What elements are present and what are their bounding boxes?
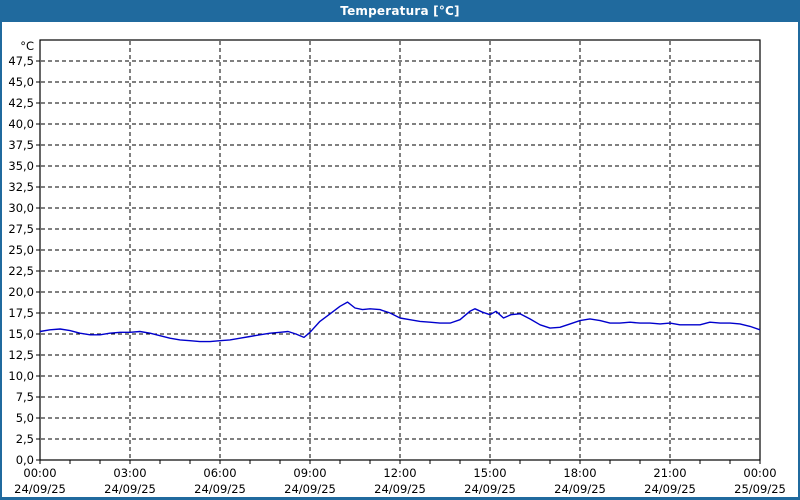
x-tick-time-label: 18:00 <box>563 466 596 480</box>
y-tick-label: 5,0 <box>16 411 34 425</box>
y-tick-label: 40,0 <box>8 117 34 131</box>
y-tick-label: 15,0 <box>8 327 34 341</box>
y-tick-label: 35,0 <box>8 159 34 173</box>
window-title-bar[interactable]: Temperatura [°C] <box>2 0 798 22</box>
x-tick-time-label: 21:00 <box>653 466 686 480</box>
y-tick-label: 32,5 <box>8 180 34 194</box>
x-tick-time-label: 12:00 <box>383 466 416 480</box>
window-title: Temperatura [°C] <box>340 4 460 18</box>
y-tick-label: 20,0 <box>8 285 34 299</box>
x-tick-time-label: 06:00 <box>203 466 236 480</box>
x-tick-date-label: 24/09/25 <box>194 482 246 496</box>
x-tick-date-label: 24/09/25 <box>644 482 696 496</box>
x-tick-time-label: 03:00 <box>113 466 146 480</box>
x-tick-time-label: 00:00 <box>743 466 776 480</box>
y-tick-label: 27,5 <box>8 222 34 236</box>
y-tick-label: 45,0 <box>8 75 34 89</box>
y-tick-label: 17,5 <box>8 306 34 320</box>
y-tick-label: 42,5 <box>8 96 34 110</box>
y-tick-label: 7,5 <box>16 390 34 404</box>
x-tick-date-label: 24/09/25 <box>554 482 606 496</box>
y-tick-label: 2,5 <box>16 432 34 446</box>
y-tick-label: 0,0 <box>16 453 34 467</box>
y-tick-label: 47,5 <box>8 54 34 68</box>
x-tick-time-label: 15:00 <box>473 466 506 480</box>
x-tick-date-label: 24/09/25 <box>464 482 516 496</box>
x-tick-date-label: 24/09/25 <box>14 482 66 496</box>
y-tick-label: 10,0 <box>8 369 34 383</box>
plot-border <box>39 39 761 461</box>
x-tick-date-label: 25/09/25 <box>734 482 786 496</box>
y-tick-label: 30,0 <box>8 201 34 215</box>
x-tick-time-label: 00:00 <box>23 466 56 480</box>
y-tick-label: 37,5 <box>8 138 34 152</box>
x-tick-date-label: 24/09/25 <box>104 482 156 496</box>
y-axis-unit-label: °C <box>20 39 34 53</box>
y-tick-label: 12,5 <box>8 348 34 362</box>
x-tick-time-label: 09:00 <box>293 466 326 480</box>
y-tick-label: 22,5 <box>8 264 34 278</box>
x-tick-date-label: 24/09/25 <box>284 482 336 496</box>
x-tick-date-label: 24/09/25 <box>374 482 426 496</box>
y-tick-label: 25,0 <box>8 243 34 257</box>
temperature-line <box>39 301 761 343</box>
